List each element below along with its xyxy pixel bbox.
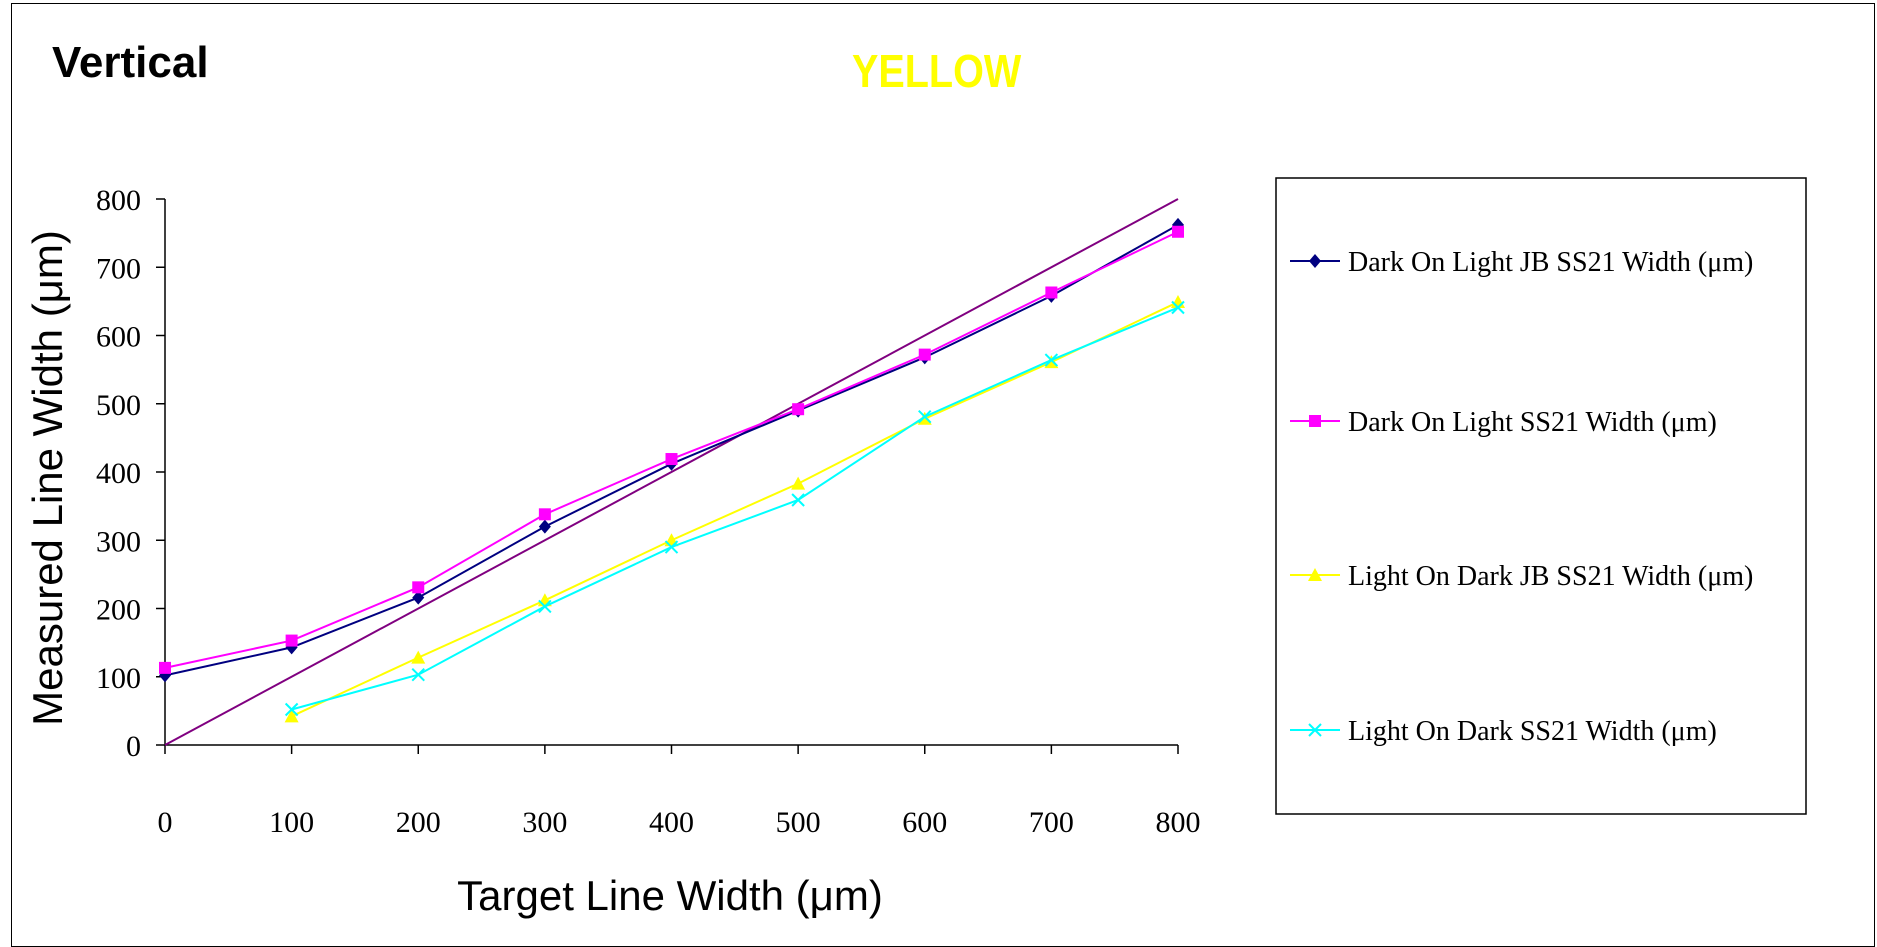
data-point [1044,353,1059,367]
data-point [284,702,299,717]
data-point [1172,225,1184,238]
legend-swatch-marker [1308,723,1322,737]
legend-swatch-marker [1308,568,1322,581]
series-line [164,230,1179,669]
legend-label: Dark On Light SS21 Width (μm) [1348,407,1717,438]
legend-swatch-marker [1309,415,1321,427]
legend-swatch-marker [1309,254,1321,268]
x-tick-label: 700 [1029,806,1074,839]
legend-label: Light On Dark JB SS21 Width (μm) [1348,561,1753,592]
data-point [918,348,931,361]
x-tick-label: 500 [776,806,821,839]
y-tick-label: 500 [96,389,141,422]
reference-line [164,198,1179,746]
data-point [1045,286,1058,299]
x-tick-label: 800 [1156,806,1201,839]
legend-item-1: Dark On Light JB SS21 Width (μm) [1290,247,1753,278]
corner-label: Vertical [52,38,209,87]
x-tick-label: 600 [902,806,947,839]
y-tick-label: 600 [96,321,141,354]
data-point [791,476,806,490]
legend: Dark On Light JB SS21 Width (μm) Dark On … [1275,177,1807,815]
data-point [664,540,679,554]
y-tick-label: 200 [96,594,141,627]
x-tick-label: 400 [649,806,694,839]
legend-label: Light On Dark SS21 Width (μm) [1348,716,1717,747]
x-axis-label: Target Line Width (μm) [457,872,883,919]
data-point [791,493,805,507]
series-line [291,301,1179,718]
data-point [412,590,425,605]
data-point [665,453,678,466]
chart-title: YELLOW [852,45,1022,97]
series-line [164,224,1179,677]
series-layer [159,217,1185,723]
x-tick-label: 200 [396,806,441,839]
x-tick-label: 300 [522,806,567,839]
data-point [159,661,171,674]
y-tick-label: 700 [96,252,141,285]
x-tick-label: 100 [269,806,314,839]
axes: 0 100 200 300 400 500 600 700 800 0 100 200 300 400 50… [96,184,1201,839]
x-tick-label: 0 [158,806,173,839]
data-point [538,519,551,534]
data-point [285,634,298,647]
reference-line-segment [164,198,1179,746]
data-point [792,403,805,416]
series-1 [159,217,1184,683]
data-point [412,581,425,594]
data-point [1171,300,1185,315]
data-point [411,650,426,664]
y-axis-label: Measured Line Width (μm) [24,230,71,726]
data-point [538,599,552,614]
legend-box [1275,177,1807,815]
legend-item-4: Light On Dark SS21 Width (μm) [1290,716,1717,747]
series-2 [159,225,1184,674]
y-tick-label: 0 [126,730,141,763]
data-point [918,410,932,424]
y-tick-label: 400 [96,457,141,490]
y-tick-label: 100 [96,662,141,695]
data-point [538,508,551,521]
series-line [291,306,1179,711]
data-point [411,667,425,682]
legend-label: Dark On Light JB SS21 Width (μm) [1348,247,1753,278]
legend-item-3: Light On Dark JB SS21 Width (μm) [1290,561,1753,592]
y-tick-label: 300 [96,525,141,558]
y-tick-label: 800 [96,184,141,217]
series-4 [284,300,1185,717]
legend-item-2: Dark On Light SS21 Width (μm) [1290,407,1717,438]
data-point [284,709,299,723]
